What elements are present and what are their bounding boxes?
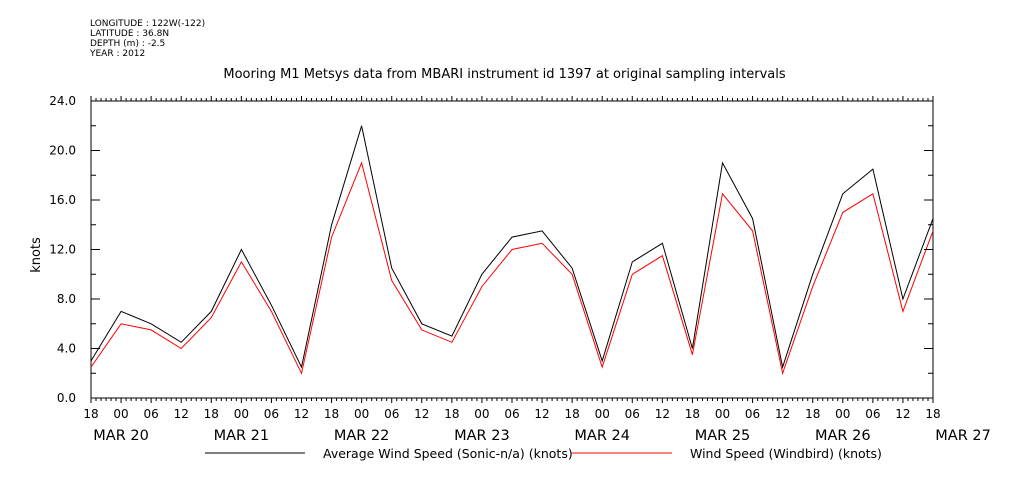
x-date-label: MAR 25 [695,428,751,444]
x-tick-label: 18 [685,407,700,421]
y-tick-label: 20.0 [49,144,76,158]
x-tick-label: 06 [384,407,399,421]
longitude-label: LONGITUDE : 122W(-122) [90,19,206,29]
x-tick-label: 00 [354,407,369,421]
x-tick-label: 12 [655,407,670,421]
x-date-label: MAR 24 [574,428,630,444]
x-tick-label: 18 [324,407,339,421]
x-tick-label: 18 [204,407,219,421]
y-tick-label: 24.0 [49,94,76,108]
y-tick-label: 12.0 [49,243,76,257]
x-tick-label: 00 [595,407,610,421]
y-tick-label: 16.0 [49,193,76,207]
y-tick-label: 8.0 [57,292,76,306]
x-tick-label: 06 [745,407,760,421]
x-tick-label: 12 [895,407,910,421]
x-tick-label: 12 [414,407,429,421]
series-line-1 [90,161,934,376]
metadata-block: LONGITUDE : 122W(-122) LATITUDE : 36.8N … [90,19,205,59]
x-tick-label: 12 [775,407,790,421]
year-label: YEAR : 2012 [90,49,146,59]
legend-label-average: Average Wind Speed (Sonic-n/a) (knots) [323,446,573,461]
x-tick-label: 12 [294,407,309,421]
x-tick-label: 06 [504,407,519,421]
x-tick-label: 00 [234,407,249,421]
x-tick-label: 00 [715,407,730,421]
chart-title: Mooring M1 Metsys data from MBARI instru… [223,67,786,82]
x-tick-label: 18 [444,407,459,421]
y-tick-label: 0.0 [57,391,76,405]
x-tick-label: 18 [925,407,940,421]
latitude-label: LATITUDE : 36.8N [90,29,170,39]
x-date-label: MAR 22 [334,428,390,444]
y-tick-label: 4.0 [57,342,76,356]
x-tick-label: 18 [83,407,98,421]
x-tick-label: 00 [113,407,128,421]
legend-label-windbird: Wind Speed (Windbird) (knots) [690,446,882,461]
x-tick-label: 06 [144,407,159,421]
y-axis-label: knots [29,237,44,273]
x-date-label: MAR 20 [93,428,149,444]
x-tick-label: 18 [805,407,820,421]
depth-label: DEPTH (m) : -2.5 [90,39,166,49]
x-date-label: MAR 27 [935,428,991,444]
x-tick-label: 12 [174,407,189,421]
x-date-label: MAR 23 [454,428,510,444]
x-date-label: MAR 26 [815,428,871,444]
x-tick-label: 00 [835,407,850,421]
x-tick-label: 06 [264,407,279,421]
x-tick-label: 18 [565,407,580,421]
x-date-label: MAR 21 [214,428,270,444]
x-tick-label: 00 [474,407,489,421]
x-tick-label: 06 [625,407,640,421]
series-line-0 [90,125,934,370]
x-tick-label: 12 [534,407,549,421]
x-tick-label: 06 [865,407,880,421]
